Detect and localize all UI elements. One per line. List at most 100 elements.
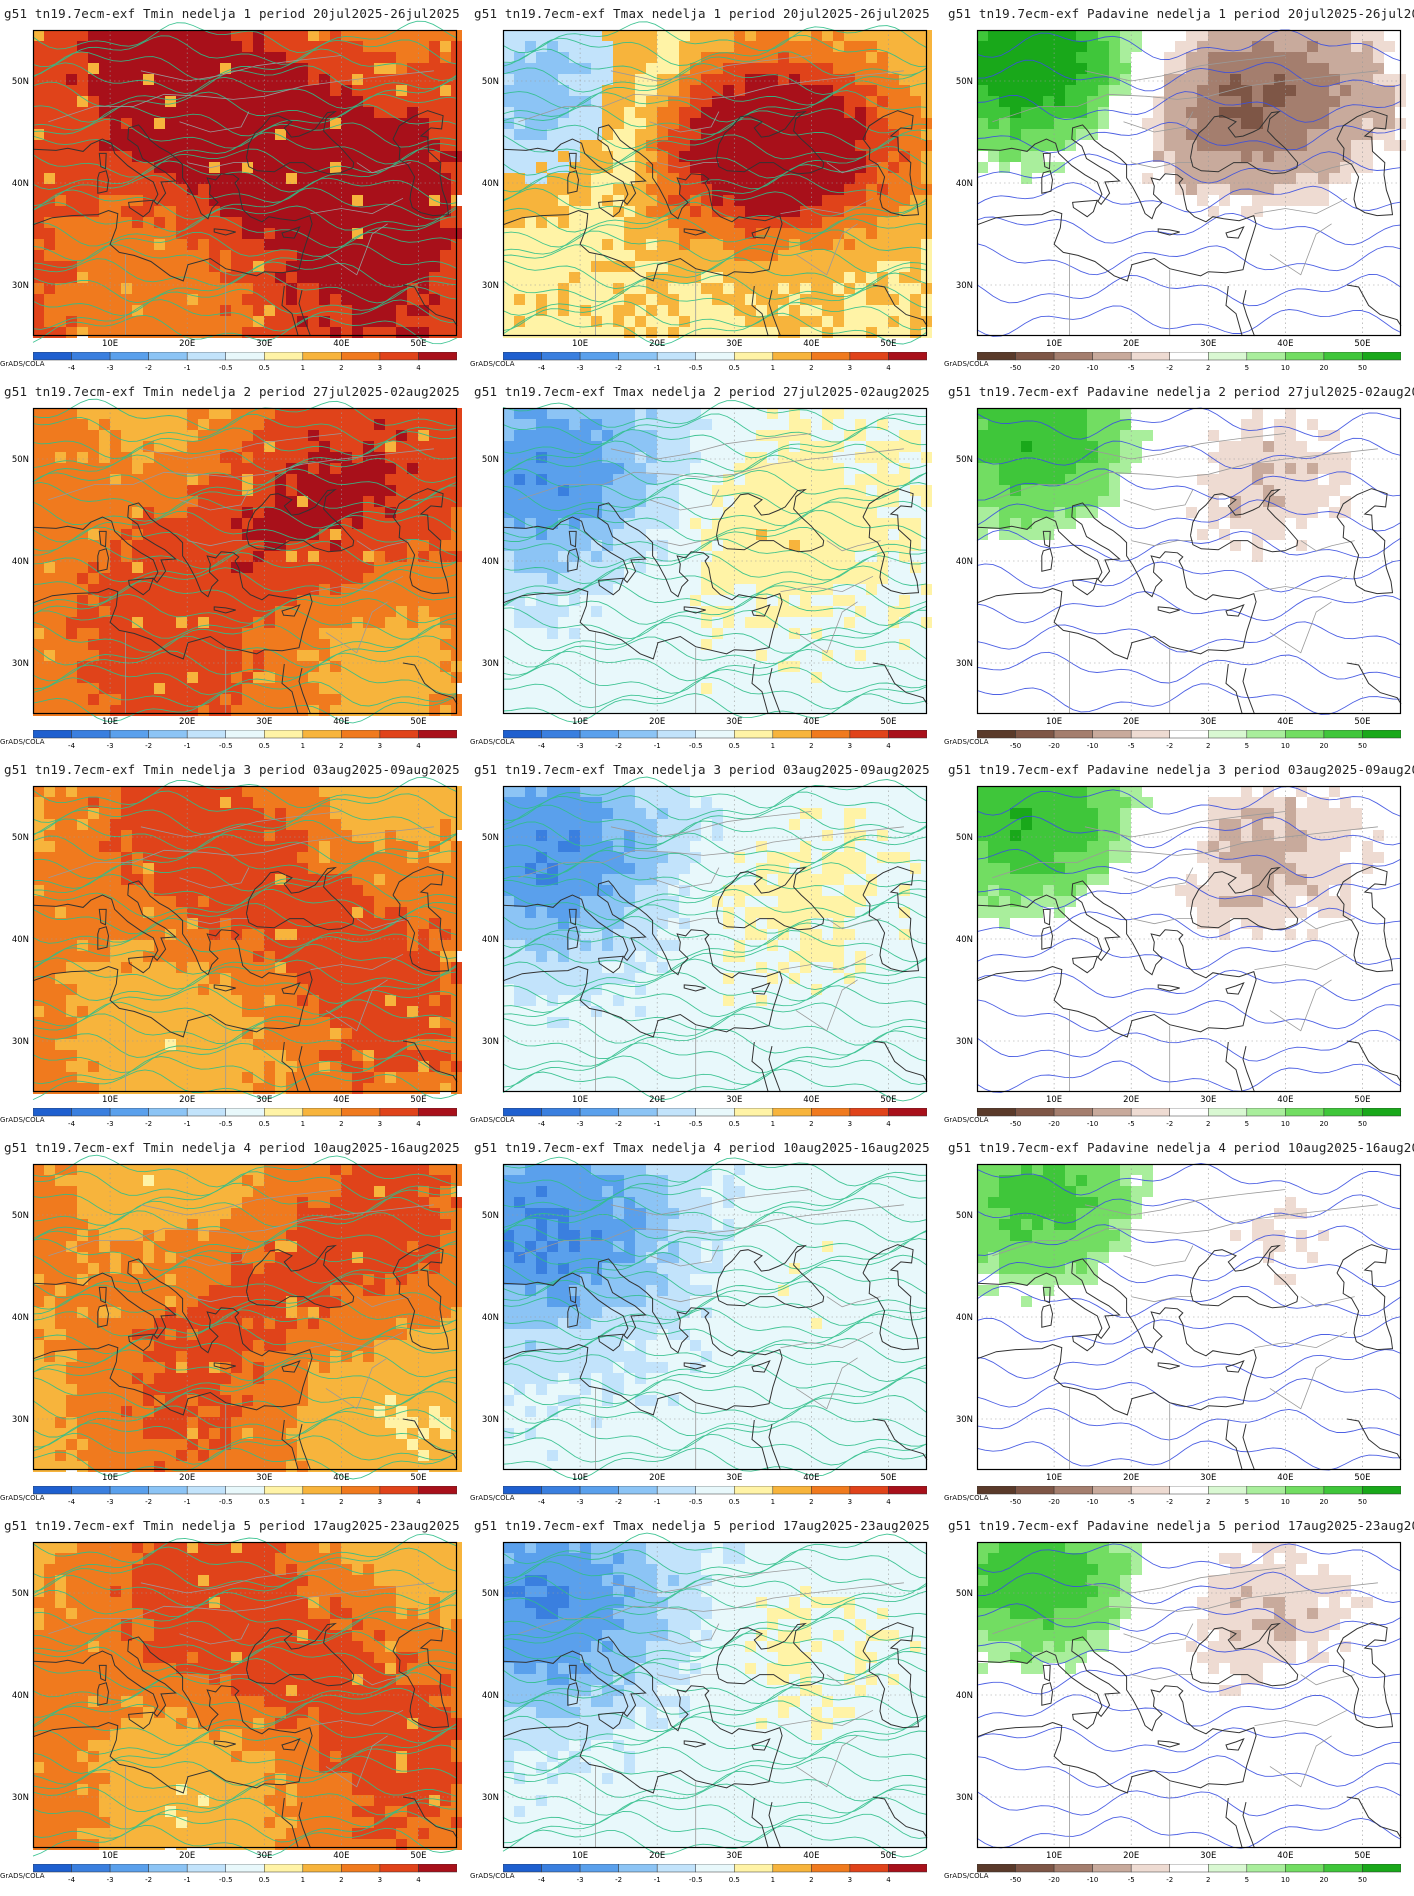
lon-label: 10E <box>1046 1473 1062 1483</box>
legend-swatch <box>1324 1864 1363 1872</box>
lon-label: 40E <box>333 1851 349 1861</box>
legend-label: 1 <box>301 1876 305 1884</box>
legend-swatch <box>503 1108 542 1116</box>
legend-swatch <box>1208 1486 1247 1494</box>
legend-swatch <box>1324 1486 1363 1494</box>
grads-credit: GrADS/COLA <box>944 738 989 746</box>
lon-label: 40E <box>803 1095 819 1105</box>
lat-label: 50N <box>956 455 973 465</box>
lon-label: 30E <box>726 1851 742 1861</box>
legend-label: 2 <box>1206 1876 1210 1884</box>
lon-label: 50E <box>410 1095 426 1105</box>
legend-label: 4 <box>416 364 421 372</box>
legend-swatch <box>1016 352 1055 360</box>
lat-label: 40N <box>956 1691 973 1701</box>
legend-swatch <box>226 352 265 360</box>
legend-swatch <box>734 1864 773 1872</box>
legend-label: -2 <box>145 742 152 750</box>
lat-label: 50N <box>482 833 499 843</box>
lat-label: 40N <box>482 179 499 189</box>
lon-label: 10E <box>1046 717 1062 727</box>
legend-label: 0.5 <box>729 364 740 372</box>
legend-label: 0.5 <box>729 742 740 750</box>
legend-label: -2 <box>1166 1876 1173 1884</box>
legend-label: -1 <box>184 742 191 750</box>
legend-swatch <box>1362 1486 1401 1494</box>
legend-label: 50 <box>1358 1876 1367 1884</box>
legend-label: -5 <box>1128 1120 1135 1128</box>
legend-swatch <box>1131 352 1170 360</box>
legend-label: -50 <box>1010 364 1021 372</box>
lat-label: 30N <box>956 1037 973 1047</box>
forecast-panel-tmin-week3: g51 tn19.7ecm-exf Tmin nedelja 3 period … <box>0 762 470 1140</box>
lat-label: 40N <box>482 935 499 945</box>
legend-label: 0.5 <box>729 1120 740 1128</box>
legend-swatch <box>72 1864 111 1872</box>
lon-label: 40E <box>333 339 349 349</box>
legend-label: 2 <box>809 742 813 750</box>
legend-label: 50 <box>1358 1498 1367 1506</box>
legend-swatch <box>303 1108 342 1116</box>
legend-swatch <box>1054 1486 1093 1494</box>
legend-label: -50 <box>1010 1120 1021 1128</box>
legend-label: 4 <box>416 742 421 750</box>
lon-label: 20E <box>649 339 665 349</box>
grads-credit: GrADS/COLA <box>470 1872 515 1880</box>
lon-label: 20E <box>1123 1851 1139 1861</box>
legend-swatch <box>418 730 457 738</box>
legend-label: 3 <box>378 742 382 750</box>
lat-label: 50N <box>12 1589 29 1599</box>
panel-title: g51 tn19.7ecm-exf Tmin nedelja 5 period … <box>4 1518 460 1533</box>
legend-swatch <box>503 1486 542 1494</box>
lon-label: 50E <box>1354 339 1370 349</box>
lat-label: 50N <box>956 77 973 87</box>
lat-label: 30N <box>956 281 973 291</box>
legend-swatch <box>110 1108 149 1116</box>
legend-swatch <box>341 1486 380 1494</box>
legend-swatch <box>850 730 889 738</box>
legend-swatch <box>773 1486 812 1494</box>
lon-label: 50E <box>410 717 426 727</box>
legend-swatch <box>1093 730 1132 738</box>
legend-swatch <box>503 1864 542 1872</box>
legend-swatch <box>72 352 111 360</box>
legend-swatch <box>418 1486 457 1494</box>
legend-label: -0.5 <box>689 1498 703 1506</box>
lon-label: 30E <box>726 339 742 349</box>
legend-swatch <box>149 1864 188 1872</box>
panel-title: g51 tn19.7ecm-exf Tmin nedelja 1 period … <box>4 6 460 21</box>
lat-label: 50N <box>12 1211 29 1221</box>
lat-label: 50N <box>956 1589 973 1599</box>
lat-label: 50N <box>12 455 29 465</box>
panel-title: g51 tn19.7ecm-exf Padavine nedelja 4 per… <box>948 1140 1414 1155</box>
lon-label: 40E <box>1277 1095 1293 1105</box>
legend-label: 3 <box>848 1120 852 1128</box>
legend-label: -1 <box>654 1120 661 1128</box>
legend-swatch <box>1170 1108 1209 1116</box>
lon-label: 50E <box>410 1851 426 1861</box>
legend-swatch <box>264 1486 303 1494</box>
lat-label: 30N <box>482 1037 499 1047</box>
lat-label: 30N <box>12 281 29 291</box>
legend-swatch <box>811 730 850 738</box>
lat-label: 40N <box>956 557 973 567</box>
legend-swatch <box>187 1864 226 1872</box>
grads-credit: GrADS/COLA <box>0 1872 45 1880</box>
lon-label: 10E <box>572 1473 588 1483</box>
forecast-panel-padavine-week2: g51 tn19.7ecm-exf Padavine nedelja 2 per… <box>944 384 1414 762</box>
panel-title: g51 tn19.7ecm-exf Padavine nedelja 5 per… <box>948 1518 1414 1533</box>
legend-label: -1 <box>654 1498 661 1506</box>
lat-label: 40N <box>12 557 29 567</box>
legend-label: -2 <box>1166 742 1173 750</box>
legend-swatch <box>264 1108 303 1116</box>
legend-label: 1 <box>771 742 775 750</box>
panel-title: g51 tn19.7ecm-exf Tmax nedelja 4 period … <box>474 1140 930 1155</box>
legend-label: -3 <box>107 742 114 750</box>
